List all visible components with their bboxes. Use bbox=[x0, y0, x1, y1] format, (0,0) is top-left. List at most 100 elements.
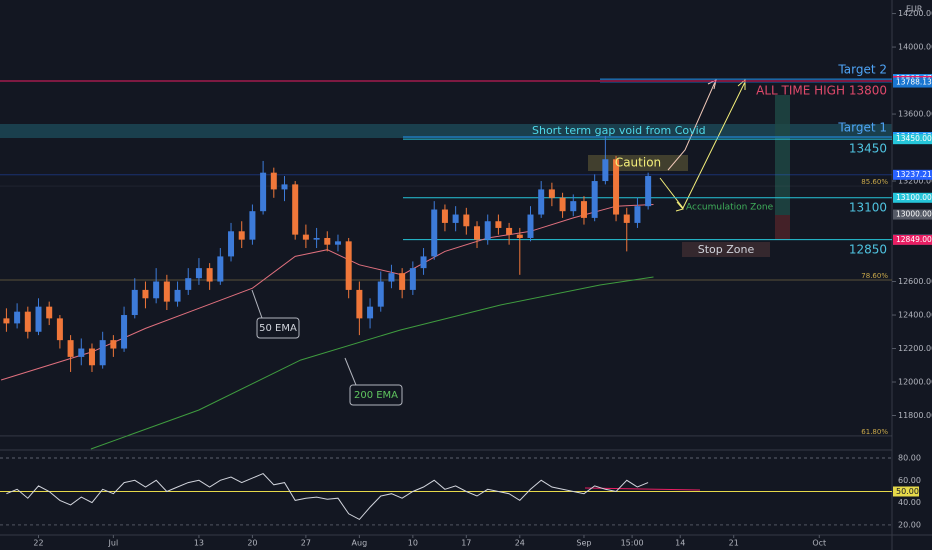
candle-body bbox=[14, 311, 21, 324]
rsi-tick-label: 80.00 bbox=[898, 454, 921, 463]
ema-line bbox=[0, 204, 654, 381]
annotation: 50 EMA bbox=[259, 323, 297, 334]
candle-body bbox=[110, 340, 117, 349]
candle-body bbox=[409, 268, 416, 290]
candle-body bbox=[356, 289, 363, 319]
candle-body bbox=[474, 226, 481, 240]
x-tick-label: 10 bbox=[408, 539, 418, 548]
candle-body bbox=[377, 281, 384, 307]
candle-body bbox=[345, 241, 352, 290]
candle-body bbox=[185, 278, 192, 290]
fib-label: 61.80% bbox=[861, 428, 888, 436]
candle-body bbox=[131, 289, 138, 316]
level-label: 13100.000 bbox=[896, 193, 932, 202]
candle-body bbox=[260, 172, 267, 212]
candle-body bbox=[484, 221, 491, 240]
x-tick-label: 20 bbox=[247, 539, 257, 548]
candle-body bbox=[99, 340, 106, 366]
arrow-head bbox=[675, 201, 684, 212]
candle-body bbox=[399, 273, 406, 290]
candle-body bbox=[281, 184, 288, 190]
level-tag bbox=[893, 134, 932, 145]
level-label: 12849.000 bbox=[896, 235, 932, 244]
stop-box bbox=[682, 242, 770, 257]
candle-body bbox=[334, 241, 341, 245]
level-label: 13450.000 bbox=[896, 134, 932, 143]
callout-pointer bbox=[251, 289, 263, 319]
candle-body bbox=[548, 189, 555, 198]
loss-zone bbox=[775, 215, 790, 240]
rsi-level-label: 50.00 bbox=[896, 487, 919, 496]
y-tick-label: 13600.000 bbox=[898, 110, 932, 119]
candle-body bbox=[270, 172, 277, 190]
candle-body bbox=[35, 306, 42, 332]
x-tick-label: 21 bbox=[729, 539, 739, 548]
x-tick-label: 22 bbox=[33, 539, 43, 548]
x-tick-label: 13 bbox=[194, 539, 204, 548]
profit-zone bbox=[775, 95, 790, 215]
candle-body bbox=[538, 189, 545, 215]
x-tick-label: Jul bbox=[108, 539, 119, 548]
candle-body bbox=[142, 289, 149, 299]
candle-body bbox=[302, 234, 309, 240]
annotation: 200 EMA bbox=[354, 390, 398, 401]
annotation: 13100 bbox=[849, 201, 887, 215]
ema50-callout bbox=[256, 317, 300, 339]
candle-body bbox=[121, 315, 128, 349]
level-label: 13788.131 bbox=[896, 78, 932, 87]
candle-body bbox=[580, 201, 587, 218]
fib-label: 78.60% bbox=[861, 272, 888, 280]
candle-body bbox=[3, 318, 10, 324]
level-tag bbox=[893, 234, 932, 245]
candle-body bbox=[463, 214, 470, 227]
arrow-head bbox=[737, 78, 746, 90]
candle-body bbox=[506, 227, 513, 235]
arrow-target2b bbox=[659, 81, 746, 209]
candle-body bbox=[24, 311, 31, 332]
candle-body bbox=[206, 268, 213, 282]
caution-box bbox=[588, 155, 688, 171]
y-tick-label: 11800.000 bbox=[898, 411, 932, 420]
annotation: Short term gap void from Covid bbox=[532, 124, 706, 137]
level-label: 13000.000 bbox=[896, 210, 932, 219]
rsi-ma bbox=[584, 487, 701, 491]
ema200-callout bbox=[349, 384, 403, 406]
annotation: Accumulation Zone bbox=[686, 203, 774, 213]
rsi-tick-label: 20.00 bbox=[898, 520, 921, 529]
candle-body bbox=[613, 159, 620, 215]
candle-body bbox=[195, 268, 202, 279]
x-tick-label: 24 bbox=[515, 539, 525, 548]
rsi-tick-label: 40.00 bbox=[898, 498, 921, 507]
arrow-head bbox=[707, 79, 717, 90]
candle-body bbox=[174, 289, 181, 302]
y-tick-label: 12600.000 bbox=[898, 277, 932, 286]
x-tick-label: 27 bbox=[301, 539, 311, 548]
candle-body bbox=[495, 221, 502, 228]
gap-zone bbox=[0, 124, 892, 138]
candle-body bbox=[634, 206, 641, 223]
callout-pointer bbox=[344, 357, 357, 386]
y-tick-label: 14200.000 bbox=[898, 9, 932, 18]
level-tag bbox=[893, 77, 932, 88]
candle-body bbox=[313, 237, 320, 240]
annotation: Target 1 bbox=[837, 121, 887, 135]
candle-body bbox=[163, 281, 170, 302]
candle-body bbox=[217, 256, 224, 282]
x-tick-label: 17 bbox=[461, 539, 471, 548]
candle-body bbox=[516, 234, 523, 238]
x-tick-label: Aug bbox=[352, 539, 368, 548]
candle-body bbox=[602, 159, 609, 182]
candle-body bbox=[591, 181, 598, 218]
candle-body bbox=[527, 214, 534, 238]
annotation: Stop Zone bbox=[698, 243, 755, 256]
annotation: Caution bbox=[615, 156, 661, 170]
x-tick-label: 14 bbox=[675, 539, 685, 548]
y-tick-label: 12200.000 bbox=[898, 344, 932, 353]
candle-body bbox=[56, 318, 63, 341]
x-tick-label: 15:00 bbox=[621, 539, 644, 548]
x-tick-label: Sep bbox=[576, 539, 591, 548]
level-tag bbox=[893, 209, 932, 220]
candle-body bbox=[559, 197, 566, 212]
candle-body bbox=[645, 176, 652, 207]
